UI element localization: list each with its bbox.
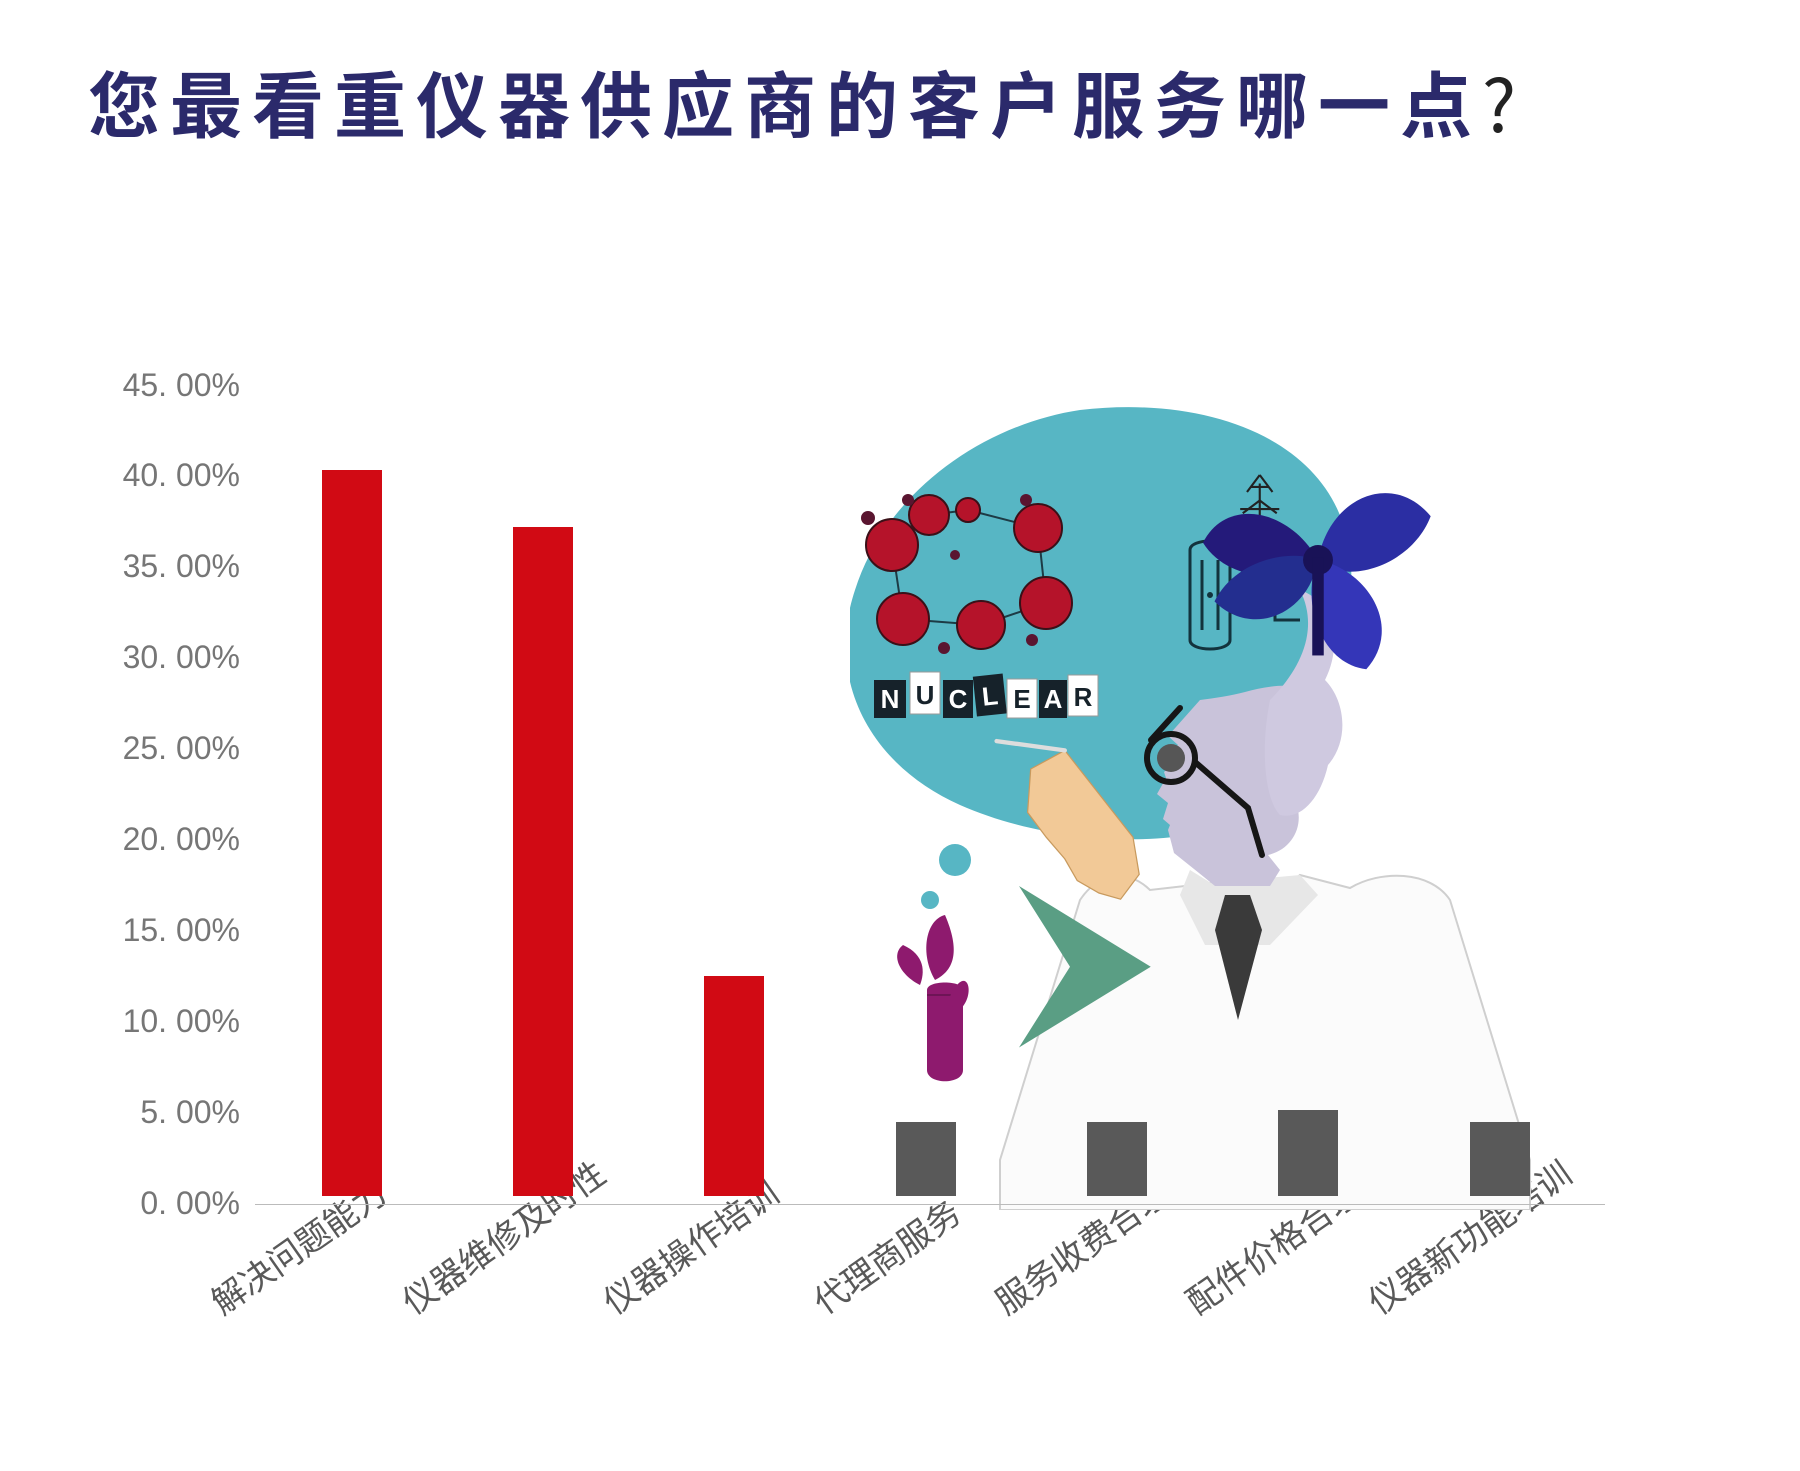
svg-text:A: A: [1044, 684, 1063, 714]
svg-text:N: N: [881, 684, 900, 714]
svg-text:U: U: [916, 680, 935, 710]
svg-text:E: E: [1013, 684, 1030, 714]
svg-text:L: L: [980, 680, 999, 712]
svg-text:R: R: [1074, 682, 1093, 712]
svg-text:C: C: [949, 684, 968, 714]
